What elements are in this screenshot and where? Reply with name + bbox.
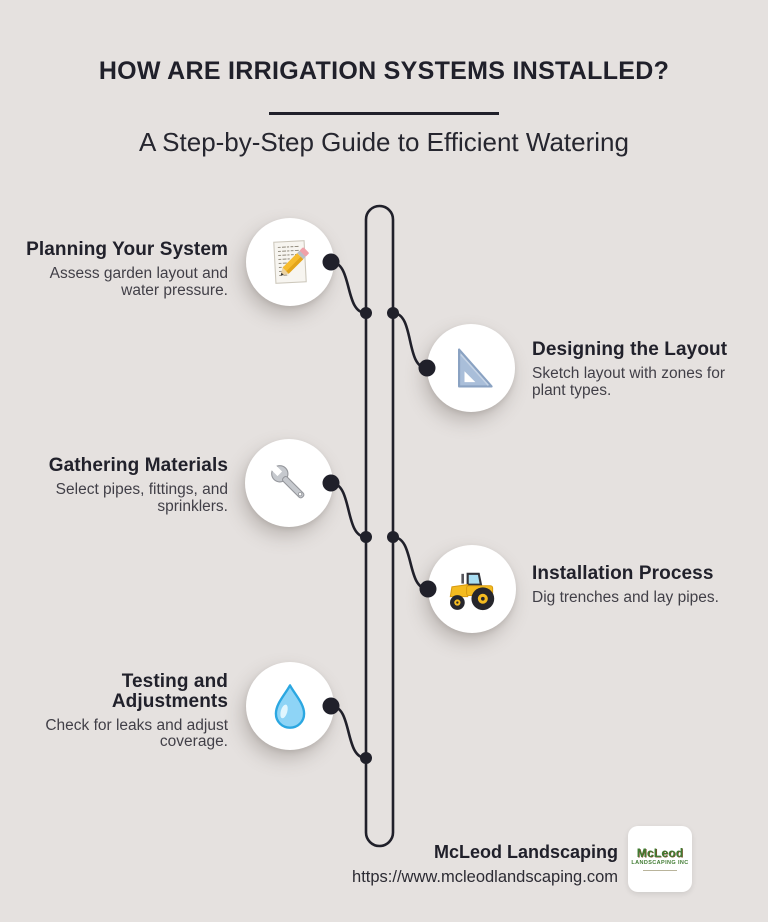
connector-step-2: [392, 311, 428, 370]
footer-url: https://www.mcleodlandscaping.com: [352, 868, 618, 886]
tractor-icon: [449, 572, 495, 611]
step-2-icon-circle: [427, 324, 515, 412]
step-2-description: Sketch layout with zones for plant types…: [532, 364, 725, 399]
step-3-description: Select pipes, fittings, and sprinklers.: [55, 480, 228, 515]
spine-dot-2a: [360, 531, 372, 543]
title-divider: [269, 112, 499, 115]
step-5-icon-circle: [246, 662, 334, 750]
connector-step-5: [330, 704, 367, 760]
connector-step-4: [392, 535, 429, 591]
wrench-icon: [269, 463, 305, 499]
spine-dot-1b: [387, 307, 399, 319]
spine-dot-2b: [387, 531, 399, 543]
footer: McLeod Landscaping https://www.mcleodlan…: [300, 842, 618, 887]
step-3-title: Gathering Materials: [48, 455, 228, 476]
step-4-description: Dig trenches and lay pipes.: [532, 588, 719, 606]
step-1-text: Planning Your System Assess garden layou…: [8, 240, 228, 299]
droplet-icon: [274, 684, 306, 729]
step-4-icon-circle: [428, 545, 516, 633]
memo-icon: [273, 240, 309, 284]
step-4-text: Installation Process Dig trenches and la…: [532, 564, 760, 607]
logo-wordmark: McLeod: [636, 846, 684, 860]
step-4-title: Installation Process: [532, 563, 714, 584]
logo-tagline-rule: [643, 869, 677, 871]
step-5-title: Testing and Adjustments: [111, 671, 228, 712]
connector-step-3: [330, 481, 367, 539]
timeline-capsule: [364, 204, 395, 848]
company-logo: McLeod LANDSCAPING INC: [628, 826, 692, 892]
step-2-text: Designing the Layout Sketch layout with …: [532, 340, 760, 399]
footer-company-name: McLeod Landscaping: [433, 842, 618, 862]
spine-dot-3a: [360, 752, 372, 764]
page-subtitle: A Step-by-Step Guide to Efficient Wateri…: [139, 127, 629, 157]
triangular-ruler-icon: [458, 348, 493, 388]
step-2-title: Designing the Layout: [532, 339, 728, 360]
step-1-description: Assess garden layout and water pressure.: [49, 264, 228, 299]
step-5-description: Check for leaks and adjust coverage.: [45, 716, 228, 751]
step-1-title: Planning Your System: [26, 239, 228, 260]
step-5-text: Testing and Adjustments Check for leaks …: [8, 672, 228, 751]
spine-dot-1a: [360, 307, 372, 319]
page-title: HOW ARE IRRIGATION SYSTEMS INSTALLED?: [98, 57, 670, 85]
step-1-icon-circle: [246, 218, 334, 306]
step-3-text: Gathering Materials Select pipes, fittin…: [8, 456, 228, 515]
connector-step-1: [330, 260, 367, 315]
logo-subtext: LANDSCAPING INC: [631, 860, 689, 866]
step-3-icon-circle: [245, 439, 333, 527]
